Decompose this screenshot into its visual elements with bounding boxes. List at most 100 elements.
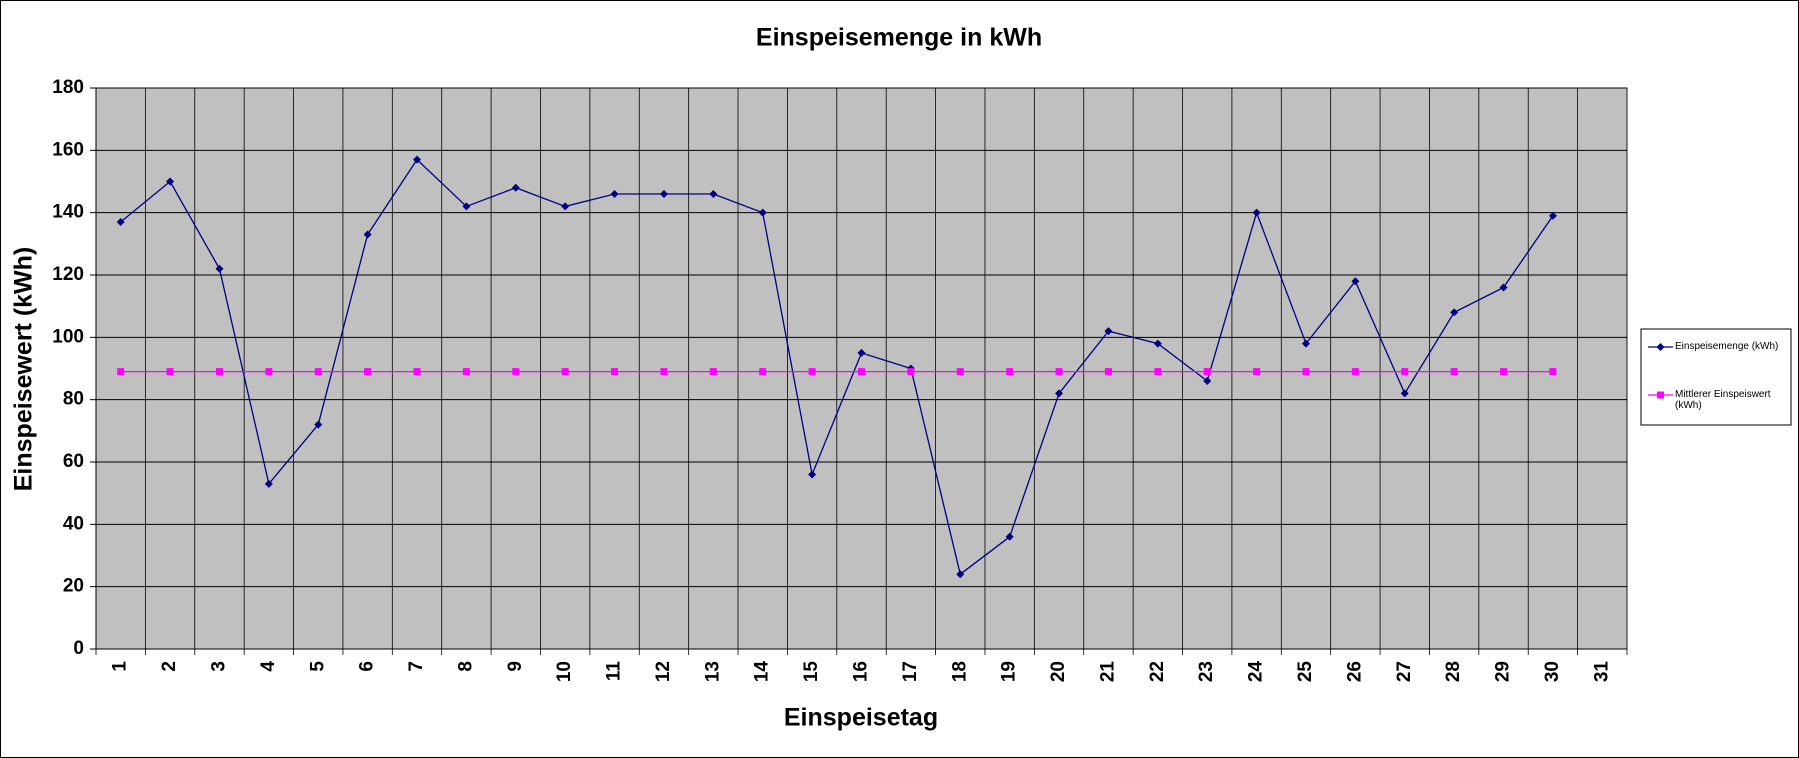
x-tick-label: 31 [1591, 661, 1612, 683]
x-tick-label: 5 [307, 661, 328, 672]
marker [858, 368, 865, 376]
marker [611, 368, 619, 376]
marker [1253, 368, 1261, 376]
marker [1549, 368, 1557, 376]
x-tick-label: 6 [357, 661, 378, 672]
x-tick-label: 7 [406, 661, 427, 672]
marker [1252, 208, 1261, 217]
marker [1302, 368, 1310, 376]
x-tick-label: 1 [110, 661, 131, 672]
x-tick-label: 15 [801, 661, 822, 683]
marker [1055, 389, 1064, 398]
legend-entry: Einspeisemenge (kWh) [1675, 341, 1779, 352]
x-tick-label: 20 [1048, 661, 1069, 682]
x-tick-label: 11 [604, 661, 625, 682]
marker [1400, 389, 1409, 398]
marker [1450, 368, 1458, 376]
x-tick-label: 23 [1196, 661, 1217, 682]
marker [659, 189, 668, 198]
marker [1656, 343, 1665, 351]
marker [117, 368, 125, 376]
marker [166, 177, 175, 186]
marker [413, 368, 421, 376]
x-tick-label: 12 [653, 661, 674, 682]
marker [1401, 368, 1409, 376]
marker [1203, 376, 1212, 385]
marker [907, 368, 915, 376]
marker [1351, 368, 1359, 376]
marker [364, 368, 372, 376]
y-tick-label: 20 [63, 576, 84, 597]
x-tick-label: 3 [208, 661, 229, 672]
marker [264, 479, 273, 488]
marker [116, 218, 125, 227]
marker [511, 183, 520, 192]
marker [512, 368, 520, 376]
marker [561, 202, 570, 211]
x-tick-label: 4 [258, 661, 279, 672]
marker [857, 348, 866, 357]
legend-box [1640, 328, 1792, 426]
y-tick-label: 180 [52, 77, 84, 98]
legend-label: Mittlerer Einspeiswert (kWh) [1675, 389, 1771, 411]
x-tick-label: 25 [1295, 661, 1316, 683]
marker [1657, 391, 1664, 399]
marker [1351, 277, 1360, 286]
legend-label: Einspeisemenge (kWh) [1675, 341, 1779, 352]
marker [363, 230, 372, 239]
x-tick-label: 18 [949, 661, 970, 682]
x-tick-label: 29 [1493, 661, 1514, 682]
marker [709, 368, 717, 376]
x-tick-label: 16 [851, 661, 872, 682]
marker [956, 570, 965, 579]
x-tick-label: 27 [1394, 661, 1415, 682]
marker [413, 155, 422, 164]
marker [1548, 211, 1557, 220]
marker [660, 368, 668, 376]
marker [215, 264, 224, 273]
x-tick-label: 22 [1147, 661, 1168, 682]
x-tick-label: 10 [554, 661, 575, 682]
y-tick-label: 160 [52, 139, 84, 160]
marker [1203, 368, 1211, 376]
marker [1499, 283, 1508, 292]
x-axis-label: Einspeisetag [784, 704, 938, 732]
marker [1450, 308, 1459, 317]
marker [1153, 339, 1162, 348]
marker [215, 368, 223, 376]
x-tick-label: 30 [1542, 661, 1563, 682]
marker [1500, 368, 1508, 376]
y-tick-label: 40 [63, 513, 84, 534]
x-tick-label: 8 [455, 661, 476, 672]
x-tick-label: 2 [159, 661, 180, 672]
marker [1104, 368, 1112, 376]
x-tick-label: 21 [1097, 661, 1118, 683]
marker [561, 368, 569, 376]
marker [462, 368, 470, 376]
marker [1006, 368, 1014, 376]
marker [314, 420, 323, 429]
y-tick-label: 100 [52, 326, 84, 347]
y-tick-label: 140 [52, 202, 84, 223]
series-line [120, 158, 1554, 576]
x-tick-label: 28 [1443, 661, 1464, 682]
x-tick-label: 17 [900, 661, 921, 682]
x-tick-label: 13 [702, 661, 723, 682]
chart-title: Einspeisemenge in kWh [756, 24, 1042, 52]
marker [808, 368, 816, 376]
marker [314, 368, 322, 376]
y-tick-label: 60 [63, 451, 84, 472]
y-axis-label: Einspeisewert (kWh) [10, 247, 38, 492]
y-tick-label: 80 [63, 389, 84, 410]
marker [610, 189, 619, 198]
marker [166, 368, 174, 376]
marker [1055, 368, 1063, 376]
x-tick-label: 14 [752, 661, 773, 683]
marker [709, 189, 718, 198]
marker [758, 208, 767, 217]
marker [759, 368, 767, 376]
marker [1104, 327, 1113, 336]
marker [956, 368, 964, 376]
x-tick-label: 24 [1246, 661, 1267, 683]
